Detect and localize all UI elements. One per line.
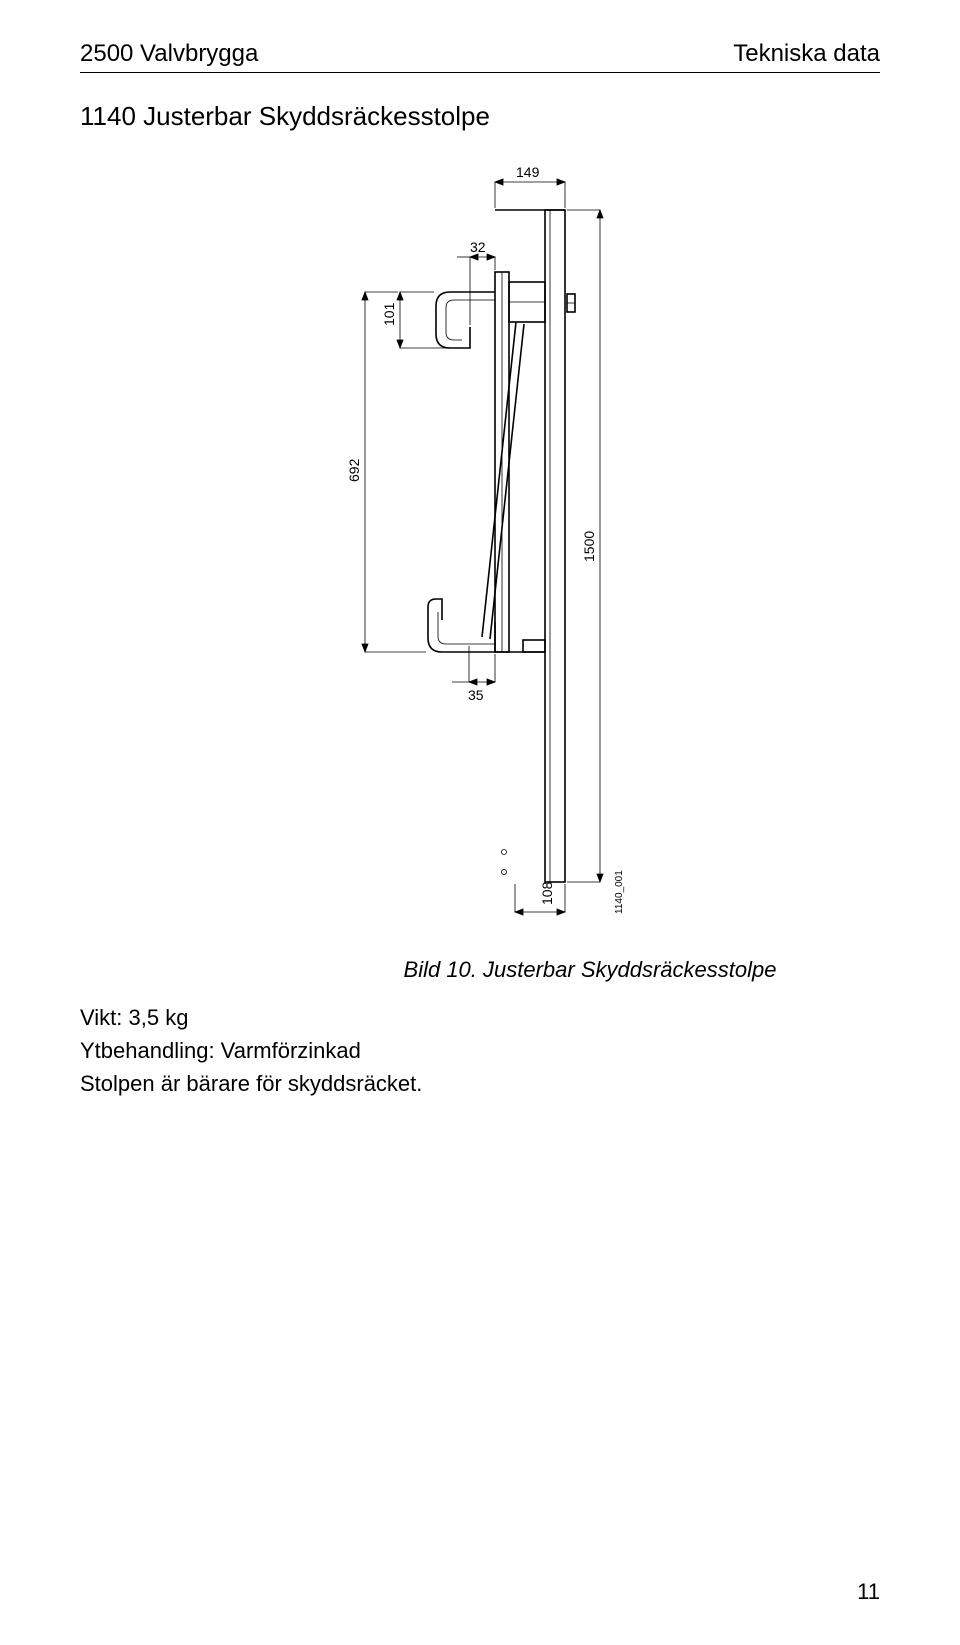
dim-lower-offset: 35 xyxy=(468,687,484,703)
dim-left-height: 692 xyxy=(346,458,362,482)
drawing-id: 1140_001 xyxy=(614,870,625,914)
section-title: 1140 Justerbar Skyddsräckesstolpe xyxy=(80,101,880,132)
diagram-container: .main { stroke:#000; stroke-width:1.6; f… xyxy=(80,152,880,947)
dim-upper-offset: 32 xyxy=(470,239,486,255)
spec-description: Stolpen är bärare för skyddsräcket. xyxy=(80,1067,880,1100)
dim-right-height: 1500 xyxy=(581,531,597,562)
dim-bottom-width: 108 xyxy=(539,881,555,905)
dim-upper-height: 101 xyxy=(381,302,397,326)
page-number: 11 xyxy=(857,1579,880,1605)
figure-caption: Bild 10. Justerbar Skyddsräckesstolpe xyxy=(300,957,880,983)
spec-finish: Ytbehandling: Varmförzinkad xyxy=(80,1034,880,1067)
specs-block: Vikt: 3,5 kg Ytbehandling: Varmförzinkad… xyxy=(80,1001,880,1100)
technical-drawing: .main { stroke:#000; stroke-width:1.6; f… xyxy=(270,152,690,947)
header-section: Tekniska data xyxy=(733,40,880,68)
page-header: 2500 Valvbrygga Tekniska data xyxy=(80,40,880,73)
spec-weight: Vikt: 3,5 kg xyxy=(80,1001,880,1034)
dim-top-width: 149 xyxy=(516,164,540,180)
header-product: 2500 Valvbrygga xyxy=(80,40,258,68)
